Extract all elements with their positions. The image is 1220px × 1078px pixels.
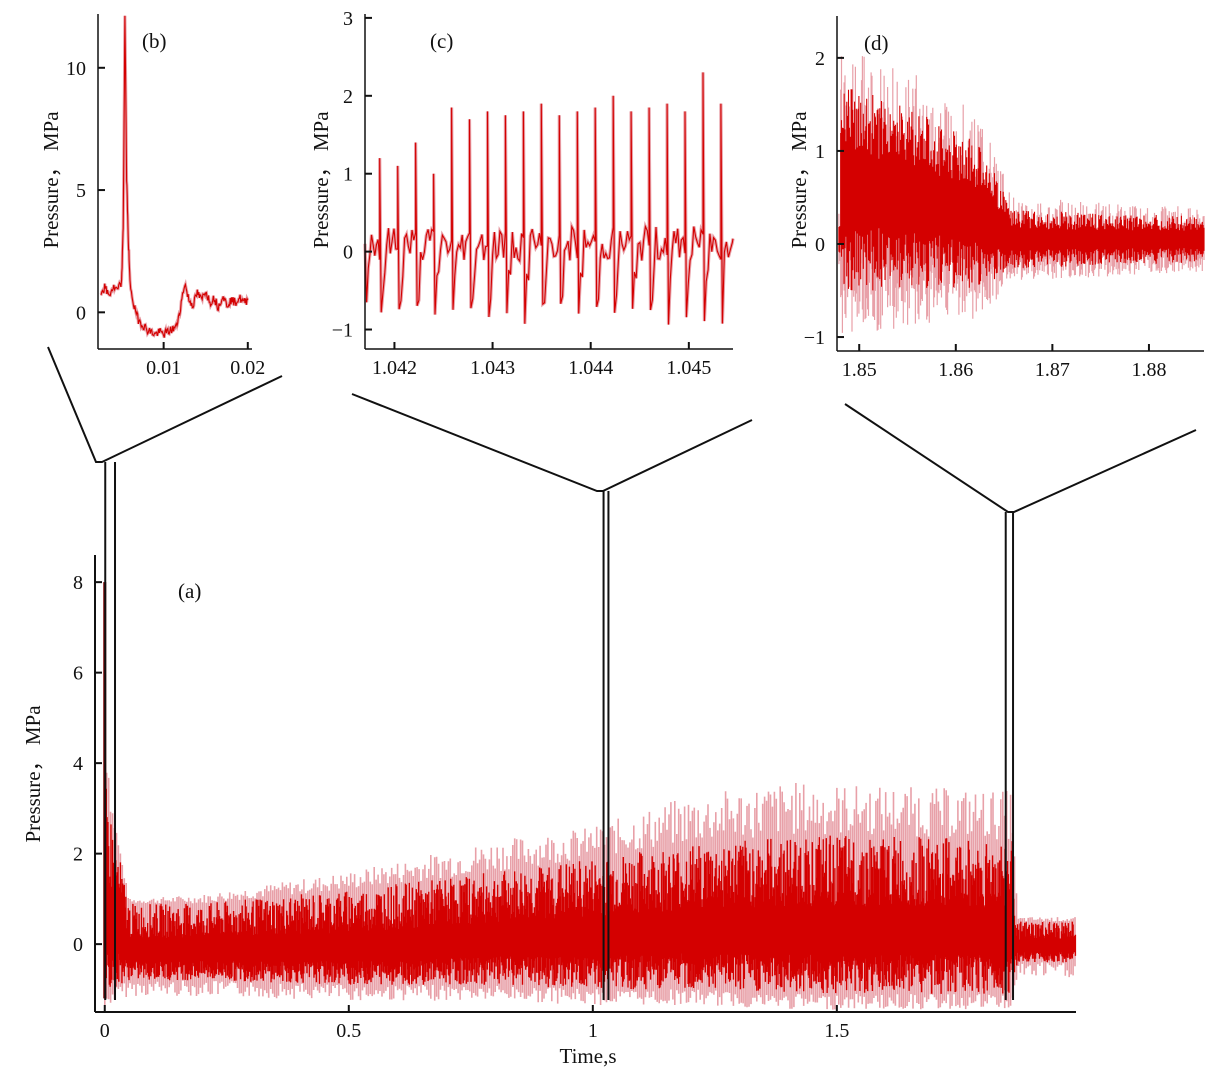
panel-b-ticks: 0.01 0.02 0 5 10: [66, 58, 265, 379]
panel-c-y-tick-label: 0: [343, 242, 353, 264]
panel-a-x-axis-title: Time,s: [559, 1044, 616, 1068]
zoom-connector-c: [351, 393, 753, 492]
panel-c-y-tick-label: 3: [343, 8, 353, 30]
panel-c-label: (c): [430, 29, 453, 53]
panel-a-ticks: 0 0.5 1 1.5 0 2 4 6 8: [73, 572, 849, 1042]
panel-a-x-tick-label: 1: [588, 1020, 598, 1042]
panel-d-y-tick-label: −1: [804, 327, 825, 349]
panel-c-y-axis-title: Pressure， MPa: [309, 111, 333, 249]
panel-a-y-tick-label: 6: [73, 663, 83, 685]
panel-b-trace: [99, 15, 250, 339]
zoom-connector-b: [47, 346, 283, 463]
panel-a-traces: [103, 582, 1077, 1010]
panel-c-x-tick-label: 1.045: [666, 357, 711, 379]
panel-b-pressure-halo: [99, 15, 250, 339]
panel-c-trace: [363, 72, 735, 325]
panel-b: 0.01 0.02 0 5 10 (b) Pressure， MPa: [39, 14, 265, 379]
panel-d-x-tick-label: 1.87: [1035, 359, 1070, 381]
panel-c-pressure-trace: [364, 72, 734, 325]
panel-b-pressure-trace: [100, 15, 249, 338]
panel-c-pressure-halo: [363, 72, 735, 325]
panel-d-x-tick-label: 1.86: [938, 359, 973, 381]
panel-c-y-tick-label: −1: [332, 320, 353, 342]
panel-b-y-tick-label: 0: [76, 302, 86, 324]
panel-c-ticks: 1.042 1.043 1.044 1.045 −1 0 1 2 3: [332, 8, 712, 379]
panel-a-y-axis-title: Pressure， MPa: [21, 705, 45, 843]
panel-a-zoom-bars: [104, 462, 1015, 1000]
panel-d-y-tick-label: 0: [815, 234, 825, 256]
panel-b-y-tick-label: 5: [76, 180, 86, 202]
panel-d-y-axis-title: Pressure， MPa: [787, 111, 811, 249]
panel-d: 1.85 1.86 1.87 1.88 −1 0 1 2 (d) Pressure， MPa: [787, 16, 1205, 381]
panel-d-trace: [838, 56, 1205, 333]
panel-c-x-tick-label: 1.044: [568, 357, 613, 379]
panel-b-x-tick-label: 0.02: [230, 357, 265, 379]
panel-d-y-tick-label: 2: [815, 48, 825, 70]
panel-a-x-tick-label: 0.5: [336, 1020, 361, 1042]
panel-a-label: (a): [178, 579, 201, 603]
panel-d-pressure-trace: [838, 89, 1205, 291]
panel-a: 0 0.5 1 1.5 0 2 4 6 8 (a) Time,s Pressure， MPa: [21, 462, 1077, 1068]
panel-d-label: (d): [864, 31, 889, 55]
panel-b-y-tick-label: 10: [66, 58, 86, 80]
panel-c-y-tick-label: 2: [343, 86, 353, 108]
panel-c-y-tick-label: 1: [343, 164, 353, 186]
panel-b-x-tick-label: 0.01: [146, 357, 181, 379]
panel-a-y-tick-label: 8: [73, 572, 83, 594]
panel-d-ticks: 1.85 1.86 1.87 1.88 −1 0 1 2: [804, 48, 1167, 381]
panel-c-x-tick-label: 1.042: [372, 357, 417, 379]
panel-a-x-tick-label: 0: [100, 1020, 110, 1042]
zoom-connectors: [47, 346, 1197, 513]
zoom-connector-d: [844, 403, 1197, 513]
panel-b-y-axis-title: Pressure， MPa: [39, 111, 63, 249]
panel-d-y-tick-label: 1: [815, 141, 825, 163]
panel-c: 1.042 1.043 1.044 1.045 −1 0 1 2 3 (c) Pressure，…: [309, 8, 735, 379]
panel-a-y-tick-label: 2: [73, 844, 83, 866]
panel-a-y-tick-label: 0: [73, 934, 83, 956]
panel-b-label: (b): [142, 29, 167, 53]
panel-a-x-tick-label: 1.5: [824, 1020, 849, 1042]
panel-d-x-tick-label: 1.88: [1131, 359, 1166, 381]
panel-d-x-tick-label: 1.85: [842, 359, 877, 381]
panel-a-y-tick-label: 4: [73, 753, 83, 775]
panel-c-x-tick-label: 1.043: [470, 357, 515, 379]
